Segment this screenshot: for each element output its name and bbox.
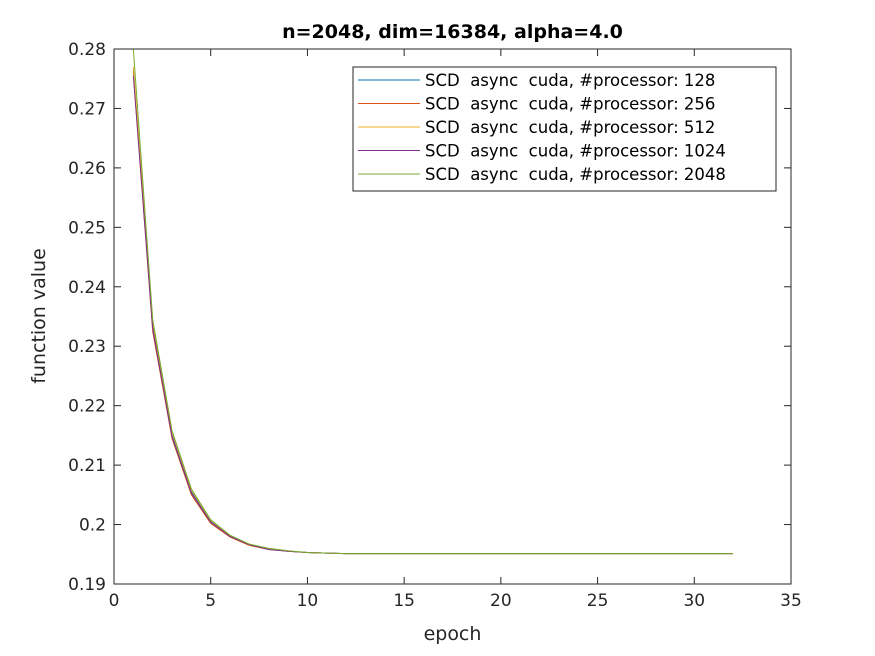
y-tick-label: 0.28 — [68, 40, 106, 60]
plot-frame — [113, 48, 792, 585]
x-axis-label: epoch — [424, 623, 482, 645]
legend-label-4: SCD async cuda, #processor: 1024 — [425, 142, 726, 161]
x-tick-label: 10 — [297, 591, 319, 611]
chart-title: n=2048, dim=16384, alpha=4.0 — [282, 21, 623, 43]
x-tick-label: 25 — [587, 591, 609, 611]
series-line-5 — [132, 48, 733, 555]
tick-layer: 0 5 10 15 20 25 30 35 0.19 0.2 0.21 0.22 0.23 0.24 0.2… — [68, 40, 802, 611]
y-tick-label: 0.22 — [68, 397, 106, 417]
y-tick-label: 0.21 — [68, 456, 106, 476]
y-tick-label: 0.23 — [68, 337, 106, 357]
x-tick-label: 15 — [393, 591, 415, 611]
legend: SCD async cuda, #processor: 128 SCD async… — [352, 66, 777, 192]
legend-label-1: SCD async cuda, #processor: 128 — [425, 71, 715, 90]
y-tick-label: 0.26 — [68, 159, 106, 179]
legend-label-2: SCD async cuda, #processor: 256 — [425, 95, 715, 114]
x-tick-label: 0 — [109, 591, 120, 611]
series-layer — [132, 48, 733, 555]
legend-box — [352, 66, 777, 192]
y-tick-label: 0.19 — [68, 575, 106, 595]
x-tick-label: 35 — [780, 591, 802, 611]
y-tick-label: 0.2 — [79, 516, 106, 536]
legend-label-5: SCD async cuda, #processor: 2048 — [425, 165, 726, 184]
legend-label-3: SCD async cuda, #processor: 512 — [425, 118, 715, 137]
x-tick-label: 30 — [683, 591, 705, 611]
y-tick-label: 0.24 — [68, 278, 106, 298]
y-tick-label: 0.25 — [68, 218, 106, 238]
x-tick-label: 5 — [205, 591, 216, 611]
y-tick-label: 0.27 — [68, 99, 106, 119]
y-axis-label: function value — [28, 248, 50, 384]
x-tick-label: 20 — [490, 591, 512, 611]
